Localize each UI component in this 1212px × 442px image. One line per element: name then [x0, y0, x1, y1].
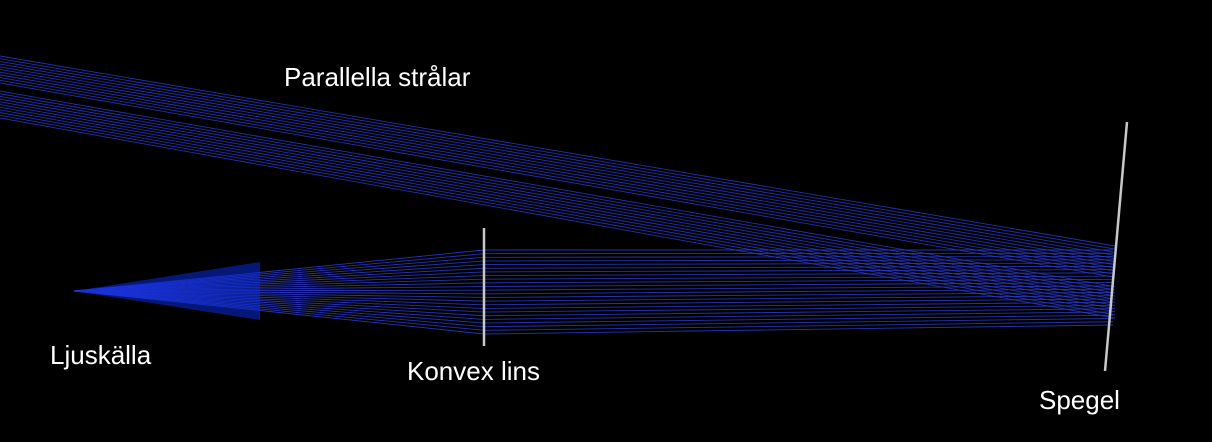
- ray-lens-to-mirror: [483, 311, 1114, 320]
- parallel-ray: [0, 55, 1116, 247]
- ray-lens-to-mirror: [483, 269, 1114, 273]
- ray-lens-to-mirror: [483, 301, 1114, 309]
- parallel-ray: [0, 77, 1116, 272]
- parallel-ray: [0, 90, 1116, 288]
- parallel-ray: [0, 104, 1116, 303]
- ray-lens-to-mirror: [483, 321, 1114, 331]
- ray-lens-to-mirror: [483, 304, 1114, 313]
- ray-lens-to-mirror: [483, 295, 1114, 302]
- parallel-ray: [0, 69, 1116, 263]
- parallel-ray: [0, 66, 1116, 259]
- light-source-label: Ljuskälla: [50, 340, 152, 370]
- ray-lens-to-mirror: [483, 291, 1114, 298]
- parallel-ray: [0, 60, 1116, 253]
- reflected-parallel-rays: [483, 249, 1114, 335]
- parallel-ray: [0, 82, 1116, 278]
- parallel-ray: [0, 109, 1116, 310]
- parallel-ray: [0, 58, 1116, 250]
- ray-lens-to-mirror: [483, 282, 1114, 287]
- parallel-ray: [0, 114, 1116, 316]
- light-source-glow: [74, 262, 260, 320]
- ray-lens-to-mirror: [483, 298, 1114, 306]
- parallel-ray: [0, 71, 1116, 266]
- ray-lens-to-mirror: [483, 285, 1114, 291]
- mirror: [1103, 121, 1129, 372]
- ray-lens-to-mirror: [483, 259, 1114, 262]
- parallel-ray: [0, 101, 1116, 300]
- ray-lens-to-mirror: [483, 256, 1114, 258]
- ray-lens-to-mirror: [483, 262, 1114, 266]
- ray-lens-to-mirror: [483, 275, 1114, 280]
- ray-lens-to-mirror: [483, 308, 1114, 317]
- ray-lens-to-mirror: [483, 318, 1114, 328]
- parallel-ray: [0, 106, 1116, 306]
- parallel-ray: [0, 117, 1116, 319]
- ray-lens-to-mirror: [483, 288, 1114, 295]
- convex-lens-label: Konvex lins: [407, 356, 540, 386]
- ray-lens-to-mirror: [483, 314, 1114, 324]
- parallel-ray: [0, 63, 1116, 256]
- mirror-label: Spegel: [1039, 385, 1120, 415]
- parallel-ray: [0, 79, 1116, 275]
- ray-lens-to-mirror: [483, 265, 1114, 269]
- ray-lens-to-mirror: [483, 272, 1114, 277]
- parallel-ray: [0, 112, 1116, 313]
- parallel-ray: [0, 74, 1116, 269]
- ray-lens-to-mirror: [483, 278, 1114, 284]
- parallel-rays-label: Parallella strålar: [284, 62, 471, 92]
- ray-lens-to-mirror: [483, 324, 1114, 335]
